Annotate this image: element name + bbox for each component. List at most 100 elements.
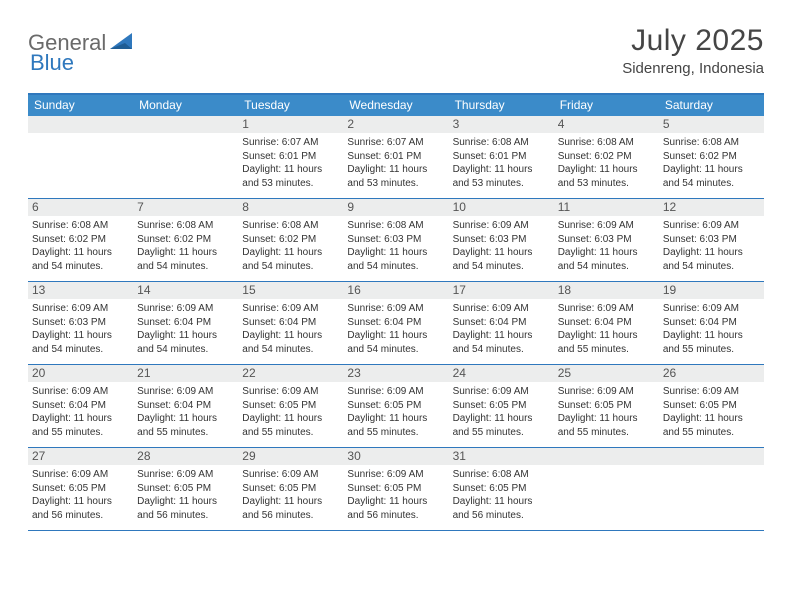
day-number: 6 bbox=[28, 199, 133, 216]
sunset-line: Sunset: 6:02 PM bbox=[663, 150, 760, 164]
sunset-line: Sunset: 6:04 PM bbox=[558, 316, 655, 330]
daylight-line: Daylight: 11 hours and 56 minutes. bbox=[453, 495, 550, 522]
sunset-line: Sunset: 6:05 PM bbox=[242, 482, 339, 496]
day-cell: 8Sunrise: 6:08 AMSunset: 6:02 PMDaylight… bbox=[238, 199, 343, 281]
daylight-line: Daylight: 11 hours and 54 minutes. bbox=[453, 246, 550, 273]
dayname-tuesday: Tuesday bbox=[238, 95, 343, 116]
daylight-line: Daylight: 11 hours and 53 minutes. bbox=[242, 163, 339, 190]
sunset-line: Sunset: 6:02 PM bbox=[32, 233, 129, 247]
daylight-line: Daylight: 11 hours and 56 minutes. bbox=[32, 495, 129, 522]
sunrise-line: Sunrise: 6:09 AM bbox=[347, 468, 444, 482]
day-cell: 16Sunrise: 6:09 AMSunset: 6:04 PMDayligh… bbox=[343, 282, 448, 364]
daylight-line: Daylight: 11 hours and 54 minutes. bbox=[558, 246, 655, 273]
daylight-line: Daylight: 11 hours and 56 minutes. bbox=[242, 495, 339, 522]
daylight-line: Daylight: 11 hours and 54 minutes. bbox=[663, 246, 760, 273]
sunset-line: Sunset: 6:03 PM bbox=[663, 233, 760, 247]
sunset-line: Sunset: 6:04 PM bbox=[663, 316, 760, 330]
day-number: . bbox=[133, 116, 238, 133]
sunrise-line: Sunrise: 6:09 AM bbox=[663, 385, 760, 399]
day-cell: 5Sunrise: 6:08 AMSunset: 6:02 PMDaylight… bbox=[659, 116, 764, 198]
sunset-line: Sunset: 6:04 PM bbox=[453, 316, 550, 330]
dayname-sunday: Sunday bbox=[28, 95, 133, 116]
day-number: 19 bbox=[659, 282, 764, 299]
day-cell: 11Sunrise: 6:09 AMSunset: 6:03 PMDayligh… bbox=[554, 199, 659, 281]
day-cell: 9Sunrise: 6:08 AMSunset: 6:03 PMDaylight… bbox=[343, 199, 448, 281]
sunrise-line: Sunrise: 6:09 AM bbox=[32, 468, 129, 482]
day-number: . bbox=[28, 116, 133, 133]
sunrise-line: Sunrise: 6:09 AM bbox=[453, 219, 550, 233]
dayname-saturday: Saturday bbox=[659, 95, 764, 116]
day-cell: 27 Sunrise: 6:09 AMSunset: 6:05 PMDayligh… bbox=[28, 448, 133, 530]
calendar-page: General July 2025 Sidenreng, Indonesia B… bbox=[0, 0, 792, 551]
day-number: 30 bbox=[343, 448, 448, 465]
daylight-line: Daylight: 11 hours and 54 minutes. bbox=[347, 329, 444, 356]
daylight-line: Daylight: 11 hours and 53 minutes. bbox=[453, 163, 550, 190]
daylight-line: Daylight: 11 hours and 55 minutes. bbox=[663, 412, 760, 439]
day-number: 15 bbox=[238, 282, 343, 299]
day-cell: 7Sunrise: 6:08 AMSunset: 6:02 PMDaylight… bbox=[133, 199, 238, 281]
sunrise-line: Sunrise: 6:08 AM bbox=[453, 136, 550, 150]
sunrise-line: Sunrise: 6:08 AM bbox=[32, 219, 129, 233]
day-number: 17 bbox=[449, 282, 554, 299]
daylight-line: Daylight: 11 hours and 56 minutes. bbox=[137, 495, 234, 522]
daylight-line: Daylight: 11 hours and 54 minutes. bbox=[32, 246, 129, 273]
sunset-line: Sunset: 6:05 PM bbox=[32, 482, 129, 496]
sunset-line: Sunset: 6:02 PM bbox=[137, 233, 234, 247]
empty-cell: . bbox=[659, 448, 764, 530]
day-cell: 18Sunrise: 6:09 AMSunset: 6:04 PMDayligh… bbox=[554, 282, 659, 364]
day-number: 20 bbox=[28, 365, 133, 382]
sunrise-line: Sunrise: 6:09 AM bbox=[347, 302, 444, 316]
day-number: 29 bbox=[238, 448, 343, 465]
sunset-line: Sunset: 6:05 PM bbox=[137, 482, 234, 496]
day-number: 2 bbox=[343, 116, 448, 133]
sunset-line: Sunset: 6:05 PM bbox=[347, 482, 444, 496]
sunset-line: Sunset: 6:03 PM bbox=[347, 233, 444, 247]
sunrise-line: Sunrise: 6:09 AM bbox=[137, 302, 234, 316]
sunset-line: Sunset: 6:05 PM bbox=[453, 399, 550, 413]
sunset-line: Sunset: 6:04 PM bbox=[32, 399, 129, 413]
sunrise-line: Sunrise: 6:09 AM bbox=[137, 385, 234, 399]
sunset-line: Sunset: 6:03 PM bbox=[453, 233, 550, 247]
daylight-line: Daylight: 11 hours and 55 minutes. bbox=[558, 329, 655, 356]
day-number: 9 bbox=[343, 199, 448, 216]
day-cell: 13Sunrise: 6:09 AMSunset: 6:03 PMDayligh… bbox=[28, 282, 133, 364]
day-cell: 28Sunrise: 6:09 AMSunset: 6:05 PMDayligh… bbox=[133, 448, 238, 530]
day-number: 22 bbox=[238, 365, 343, 382]
daylight-line: Daylight: 11 hours and 56 minutes. bbox=[347, 495, 444, 522]
day-cell: 20Sunrise: 6:09 AMSunset: 6:04 PMDayligh… bbox=[28, 365, 133, 447]
sunset-line: Sunset: 6:04 PM bbox=[137, 399, 234, 413]
day-cell: 17Sunrise: 6:09 AMSunset: 6:04 PMDayligh… bbox=[449, 282, 554, 364]
sunset-line: Sunset: 6:04 PM bbox=[347, 316, 444, 330]
day-number: 10 bbox=[449, 199, 554, 216]
sunset-line: Sunset: 6:04 PM bbox=[242, 316, 339, 330]
sunrise-line: Sunrise: 6:09 AM bbox=[453, 385, 550, 399]
sunrise-line: Sunrise: 6:08 AM bbox=[453, 468, 550, 482]
daylight-line: Daylight: 11 hours and 54 minutes. bbox=[137, 329, 234, 356]
sunset-line: Sunset: 6:01 PM bbox=[242, 150, 339, 164]
daylight-line: Daylight: 11 hours and 55 minutes. bbox=[663, 329, 760, 356]
sunset-line: Sunset: 6:01 PM bbox=[347, 150, 444, 164]
sunset-line: Sunset: 6:03 PM bbox=[32, 316, 129, 330]
day-number: 7 bbox=[133, 199, 238, 216]
day-number: 27 bbox=[28, 448, 133, 465]
daylight-line: Daylight: 11 hours and 55 minutes. bbox=[558, 412, 655, 439]
daylight-line: Daylight: 11 hours and 53 minutes. bbox=[347, 163, 444, 190]
daylight-line: Daylight: 11 hours and 54 minutes. bbox=[453, 329, 550, 356]
day-cell: 15Sunrise: 6:09 AMSunset: 6:04 PMDayligh… bbox=[238, 282, 343, 364]
sunset-line: Sunset: 6:01 PM bbox=[453, 150, 550, 164]
sunset-line: Sunset: 6:05 PM bbox=[663, 399, 760, 413]
daylight-line: Daylight: 11 hours and 53 minutes. bbox=[558, 163, 655, 190]
empty-cell: . bbox=[28, 116, 133, 198]
sunrise-line: Sunrise: 6:09 AM bbox=[558, 302, 655, 316]
brand-triangle-icon bbox=[110, 32, 136, 55]
day-number: 28 bbox=[133, 448, 238, 465]
sunset-line: Sunset: 6:05 PM bbox=[242, 399, 339, 413]
day-cell: 30 Sunrise: 6:09 AMSunset: 6:05 PMDayligh… bbox=[343, 448, 448, 530]
sunrise-line: Sunrise: 6:08 AM bbox=[137, 219, 234, 233]
dayname-wednesday: Wednesday bbox=[343, 95, 448, 116]
sunset-line: Sunset: 6:02 PM bbox=[242, 233, 339, 247]
sunrise-line: Sunrise: 6:07 AM bbox=[242, 136, 339, 150]
day-cell: 26Sunrise: 6:09 AMSunset: 6:05 PMDayligh… bbox=[659, 365, 764, 447]
daylight-line: Daylight: 11 hours and 54 minutes. bbox=[32, 329, 129, 356]
day-cell: 14Sunrise: 6:09 AMSunset: 6:04 PMDayligh… bbox=[133, 282, 238, 364]
